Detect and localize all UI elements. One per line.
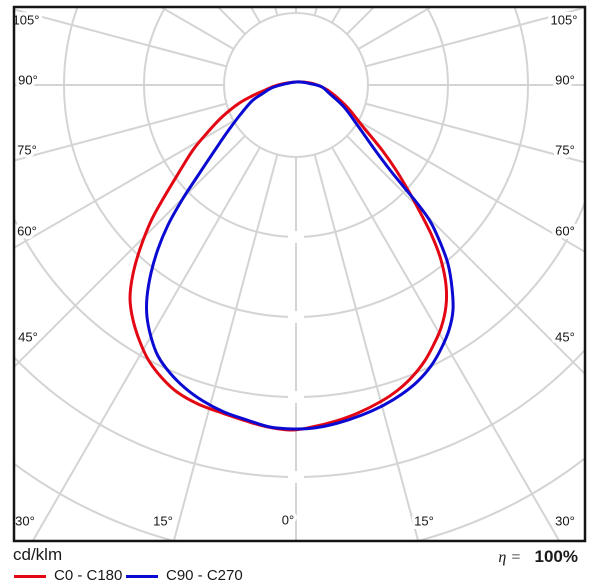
angle-label: 15° — [414, 514, 434, 529]
legend-label-c90-c270: C90 - C270 — [166, 567, 243, 584]
axis-label-gap — [288, 231, 304, 243]
units-label: cd/klm — [13, 545, 63, 564]
grid-spoke — [365, 8, 584, 68]
angle-label: 30° — [15, 514, 35, 529]
legend-line-red — [14, 574, 46, 578]
efficiency-readout: η = 100% — [498, 547, 578, 567]
angle-label: 15° — [153, 514, 173, 529]
grid-spoke — [346, 135, 584, 375]
grid-spoke — [15, 102, 227, 162]
grid-spoke — [173, 154, 279, 540]
grid-spoke — [313, 154, 419, 540]
curve-c90-c270 — [144, 80, 455, 431]
axis-label-gap — [288, 311, 304, 323]
angle-label: 60° — [555, 224, 575, 239]
grid-spoke — [365, 102, 584, 164]
grid-ring — [15, 202, 584, 398]
angle-label: 75° — [555, 143, 575, 158]
grid-spoke — [15, 120, 235, 249]
angle-label: 75° — [17, 143, 37, 158]
grid-ring — [223, 12, 369, 158]
axis-label-gap — [288, 391, 304, 403]
legend-item-c0-c180: C0 - C180 — [14, 568, 122, 584]
grid-spoke — [357, 120, 584, 253]
angle-label: 90° — [555, 73, 575, 88]
axis-label-gap — [288, 471, 304, 483]
grid-spoke — [331, 146, 560, 540]
angle-label: 0° — [282, 513, 294, 528]
angle-label: 105° — [551, 13, 578, 28]
angle-label: 30° — [555, 514, 575, 529]
grid-spoke — [32, 146, 261, 540]
angle-label: 105° — [13, 13, 40, 28]
eta-symbol: η = — [498, 549, 522, 566]
eta-value: 100% — [534, 547, 578, 566]
angle-label: 60° — [17, 224, 37, 239]
angle-label: 90° — [18, 73, 38, 88]
angle-label: 45° — [555, 330, 575, 345]
legend-label-c0-c180: C0 - C180 — [54, 567, 123, 584]
grid-spoke — [15, 8, 227, 68]
legend-item-c90-c270: C90 - C270 — [126, 568, 243, 584]
angle-label: 45° — [18, 330, 38, 345]
curve-c0-c180 — [128, 80, 449, 432]
legend-line-blue — [126, 574, 158, 578]
plot-border — [12, 5, 587, 543]
